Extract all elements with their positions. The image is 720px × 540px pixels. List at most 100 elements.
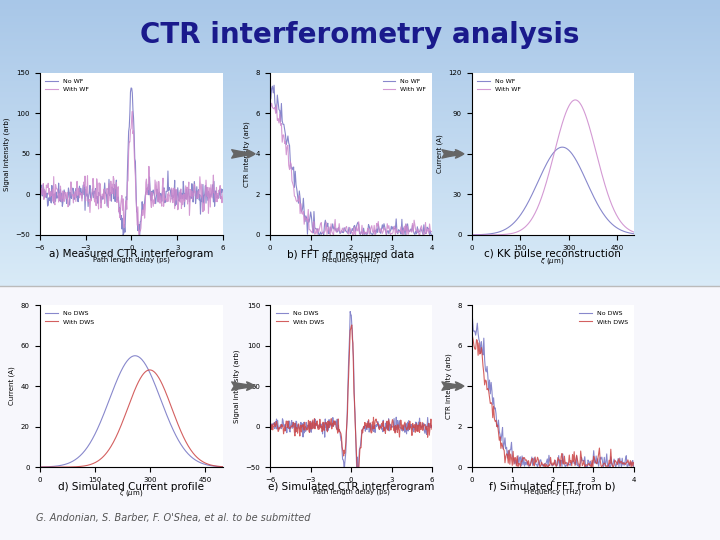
Text: e) Simulated CTR interferogram: e) Simulated CTR interferogram: [268, 482, 434, 492]
With DWS: [366, 420, 374, 426]
With DWS: [413, 428, 422, 435]
Line: No DWS: No DWS: [472, 317, 634, 467]
No WF: [145, 174, 154, 180]
No WF: [36, 192, 45, 199]
No WF: [276, 119, 285, 125]
No DWS: [478, 348, 487, 354]
Line: With WF: With WF: [40, 111, 223, 238]
With DWS: [498, 440, 506, 447]
With DWS: [363, 420, 372, 426]
X-axis label: Path length delay (ps): Path length delay (ps): [93, 256, 170, 262]
No WF: [368, 232, 377, 238]
With WF: [128, 108, 137, 114]
Text: CTR interferometry analysis: CTR interferometry analysis: [140, 21, 580, 49]
With DWS: [266, 426, 274, 433]
No DWS: [366, 420, 374, 426]
With WF: [629, 229, 638, 235]
Text: d) Simulated Current profile: d) Simulated Current profile: [58, 482, 204, 492]
No DWS: [534, 464, 542, 470]
Text: c) KK pulse reconstruction: c) KK pulse reconstruction: [484, 249, 621, 260]
Line: With DWS: With DWS: [270, 325, 432, 470]
No WF: [219, 187, 228, 194]
With WF: [309, 219, 318, 226]
No DWS: [145, 369, 154, 375]
No WF: [567, 150, 575, 156]
X-axis label: Path length delay (ps): Path length delay (ps): [312, 488, 390, 495]
No WF: [467, 232, 476, 238]
No WF: [135, 232, 144, 239]
With WF: [219, 188, 228, 194]
With WF: [467, 232, 476, 238]
Line: No DWS: No DWS: [270, 312, 432, 472]
X-axis label: $\zeta$ ($\mu$m): $\zeta$ ($\mu$m): [120, 488, 143, 498]
No WF: [270, 82, 279, 89]
No WF: [564, 146, 572, 153]
With DWS: [510, 455, 519, 461]
No DWS: [467, 323, 476, 330]
Legend: No WF, With WF: No WF, With WF: [474, 76, 523, 95]
With WF: [415, 232, 424, 238]
Y-axis label: Signal intensity (arb): Signal intensity (arb): [3, 117, 9, 191]
With DWS: [36, 464, 45, 470]
No WF: [149, 187, 158, 193]
Line: With DWS: With DWS: [472, 324, 634, 467]
With DWS: [616, 458, 625, 465]
Line: No WF: No WF: [270, 85, 432, 235]
Line: No DWS: No DWS: [40, 356, 223, 467]
No DWS: [403, 419, 412, 426]
Line: With WF: With WF: [472, 100, 634, 235]
X-axis label: Frequency (THz): Frequency (THz): [323, 256, 379, 262]
With WF: [296, 210, 305, 217]
No WF: [421, 231, 430, 237]
X-axis label: Frequency (THz): Frequency (THz): [524, 488, 581, 495]
No DWS: [219, 463, 228, 470]
With DWS: [348, 322, 356, 328]
With DWS: [202, 461, 211, 467]
No DWS: [511, 457, 520, 463]
With WF: [428, 228, 436, 235]
Y-axis label: CTR intensity (arb): CTR intensity (arb): [244, 121, 251, 187]
With DWS: [35, 464, 44, 470]
With DWS: [144, 367, 153, 373]
With DWS: [428, 426, 436, 433]
With DWS: [541, 464, 550, 470]
With WF: [468, 232, 477, 238]
With WF: [276, 111, 284, 118]
With DWS: [477, 345, 486, 351]
No DWS: [428, 422, 436, 429]
With WF: [203, 193, 212, 199]
With WF: [571, 97, 580, 103]
With WF: [145, 180, 154, 187]
Legend: No WF, With WF: No WF, With WF: [380, 76, 429, 95]
With DWS: [191, 452, 199, 458]
Line: With DWS: With DWS: [40, 370, 223, 467]
No DWS: [145, 368, 153, 374]
Legend: No DWS, With DWS: No DWS, With DWS: [577, 308, 631, 327]
With DWS: [467, 321, 476, 327]
X-axis label: $\xi$ ($\mu$m): $\xi$ ($\mu$m): [541, 256, 564, 266]
With WF: [563, 105, 572, 112]
No WF: [604, 218, 613, 224]
Legend: No WF, With WF: No WF, With WF: [42, 76, 91, 95]
With WF: [192, 188, 200, 195]
With DWS: [622, 459, 631, 465]
With DWS: [219, 463, 228, 470]
No DWS: [413, 424, 422, 431]
Text: f) Simulated FFT from b): f) Simulated FFT from b): [490, 482, 616, 492]
With WF: [272, 102, 281, 108]
No DWS: [474, 336, 483, 343]
With WF: [564, 104, 572, 111]
No WF: [146, 187, 155, 193]
No WF: [428, 232, 436, 238]
With WF: [266, 94, 274, 101]
No DWS: [266, 420, 275, 427]
Text: G. Andonian, S. Barber, F. O'Shea, et al. to be submitted: G. Andonian, S. Barber, F. O'Shea, et al…: [36, 512, 310, 523]
No DWS: [191, 456, 199, 463]
No WF: [615, 226, 624, 232]
No WF: [629, 231, 638, 237]
No WF: [297, 206, 305, 212]
With WF: [135, 235, 143, 241]
No DWS: [202, 462, 211, 468]
No WF: [127, 85, 135, 91]
With WF: [615, 216, 624, 222]
